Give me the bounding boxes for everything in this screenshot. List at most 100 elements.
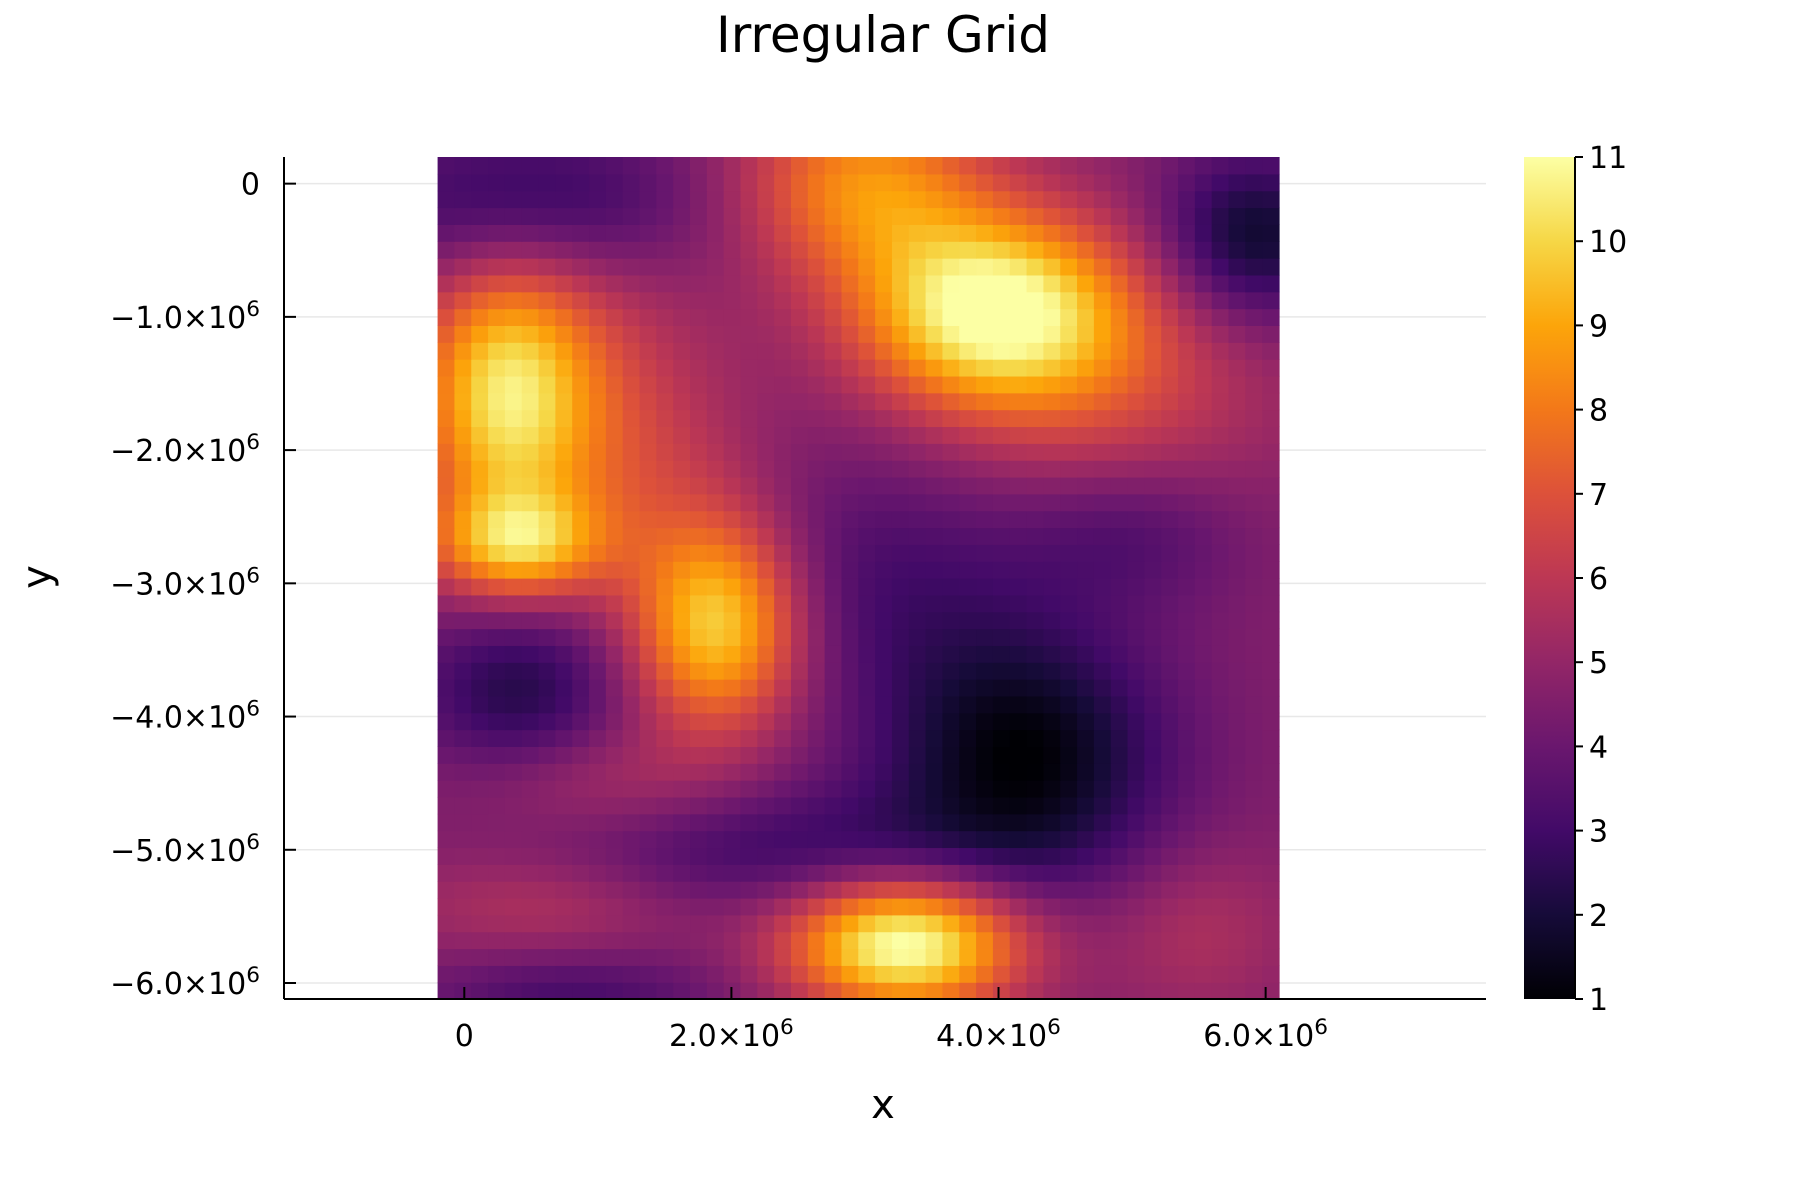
heatmap-cell — [992, 544, 1011, 562]
heatmap-cell — [891, 157, 910, 175]
heatmap-cell — [1026, 594, 1044, 613]
heatmap-cell — [925, 813, 944, 832]
heatmap-cell — [1026, 325, 1044, 343]
heatmap-cell — [555, 813, 573, 832]
heatmap-cell — [504, 712, 523, 731]
heatmap-cell — [1026, 712, 1044, 731]
heatmap-cell — [959, 493, 977, 512]
heatmap-cell — [1077, 965, 1095, 983]
heatmap-cell — [1110, 830, 1129, 849]
heatmap-cell — [572, 881, 590, 899]
heatmap-cell — [589, 409, 607, 428]
heatmap-cell — [471, 578, 489, 596]
heatmap-cell — [1262, 864, 1280, 882]
heatmap-cell — [1211, 645, 1230, 663]
heatmap-cell — [891, 426, 910, 444]
heatmap-cell — [774, 476, 792, 495]
heatmap-cell — [1211, 342, 1230, 360]
heatmap-cell — [858, 375, 876, 394]
heatmap-cell — [656, 914, 674, 933]
heatmap-cell — [925, 241, 944, 259]
heatmap-cell — [959, 695, 977, 714]
heatmap-cell — [454, 813, 472, 832]
heatmap-cell — [673, 426, 691, 444]
heatmap-cell — [538, 409, 556, 428]
heatmap-cell — [1161, 578, 1179, 596]
heatmap-cell — [605, 982, 624, 1000]
heatmap-cell — [858, 157, 876, 175]
heatmap-cell — [690, 982, 708, 1000]
heatmap-cell — [1262, 948, 1280, 966]
heatmap-cell — [454, 375, 472, 394]
heatmap-cell — [723, 796, 742, 815]
heatmap-cell — [908, 594, 927, 613]
heatmap-cell — [740, 931, 758, 950]
heatmap-cell — [1245, 914, 1263, 933]
heatmap-cell — [723, 729, 742, 747]
heatmap-cell — [706, 578, 725, 596]
heatmap-cell — [942, 914, 960, 933]
heatmap-cell — [555, 375, 573, 394]
heatmap-cell — [706, 258, 725, 276]
heatmap-cell — [471, 392, 489, 411]
y-tick-labels: 0−1.0×106−2.0×106−3.0×106−4.0×106−5.0×10… — [110, 168, 260, 1002]
heatmap-cell — [1127, 746, 1145, 764]
heatmap-cell — [1194, 897, 1213, 916]
heatmap-cell — [437, 476, 456, 495]
heatmap-cell — [706, 173, 725, 192]
chart-title: Irregular Grid — [716, 6, 1050, 64]
heatmap-cell — [1060, 460, 1078, 478]
heatmap-cell — [1228, 443, 1246, 461]
heatmap-cell — [1026, 443, 1044, 461]
heatmap-cell — [656, 763, 674, 781]
heatmap-cell — [891, 982, 910, 1000]
heatmap-cell — [1043, 965, 1061, 983]
heatmap-cell — [841, 527, 859, 545]
heatmap-cell — [1211, 662, 1230, 680]
heatmap-cell — [942, 864, 960, 882]
heatmap-cell — [488, 308, 506, 326]
heatmap-cell — [1077, 392, 1095, 411]
heatmap-cell — [1060, 258, 1078, 276]
heatmap-cell — [622, 476, 641, 495]
heatmap-cell — [1178, 510, 1196, 529]
heatmap-cell — [1178, 190, 1196, 209]
heatmap-cell — [858, 897, 876, 916]
heatmap-cell — [488, 426, 506, 444]
heatmap-cell — [1245, 190, 1263, 209]
heatmap-cell — [1178, 729, 1196, 747]
heatmap-cell — [622, 308, 641, 326]
heatmap-cell — [673, 578, 691, 596]
heatmap-cell — [976, 982, 994, 1000]
heatmap-cell — [1144, 847, 1162, 865]
heatmap-cell — [437, 493, 456, 512]
heatmap-cell — [1161, 914, 1179, 933]
heatmap-cell — [1262, 241, 1280, 259]
heatmap-cell — [589, 510, 607, 529]
heatmap-cell — [605, 578, 624, 596]
heatmap-cell — [1245, 527, 1263, 545]
heatmap-cell — [1161, 881, 1179, 899]
heatmap-cell — [572, 679, 590, 697]
heatmap-cell — [1161, 190, 1179, 209]
heatmap-cell — [942, 982, 960, 1000]
heatmap-cell — [908, 746, 927, 764]
heatmap-cell — [774, 241, 792, 259]
heatmap-cell — [1178, 173, 1196, 192]
heatmap-cell — [1245, 746, 1263, 764]
heatmap-cell — [1026, 578, 1044, 596]
heatmap-cell — [1009, 359, 1028, 377]
heatmap-cell — [774, 409, 792, 428]
heatmap-cell — [858, 173, 876, 192]
heatmap-cell — [1093, 274, 1112, 293]
heatmap-cell — [976, 965, 994, 983]
heatmap-cell — [976, 578, 994, 596]
heatmap-cell — [908, 645, 927, 663]
heatmap-cell — [1093, 291, 1112, 310]
heatmap-cell — [437, 561, 456, 579]
heatmap-cell — [471, 157, 489, 175]
heatmap-cell — [673, 914, 691, 933]
heatmap-cell — [908, 897, 927, 916]
heatmap-cell — [555, 695, 573, 714]
heatmap-cell — [723, 561, 742, 579]
